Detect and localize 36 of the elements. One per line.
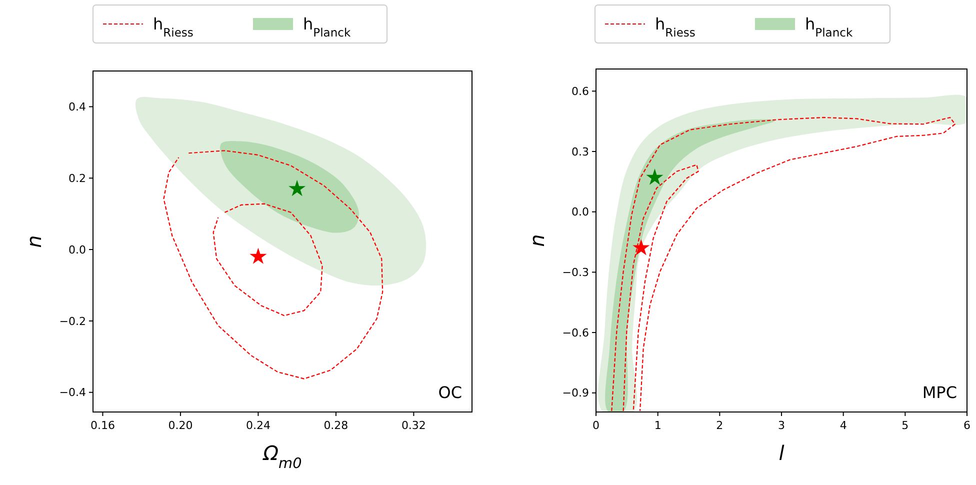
y-tick-label: 0.6 (572, 84, 589, 98)
y-tick-label: −0.4 (59, 386, 86, 400)
y-axis-title: n (22, 235, 46, 248)
y-tick-label: 0.0 (68, 243, 86, 256)
line-series (212, 203, 323, 316)
x-tick-label: 0.24 (246, 419, 270, 432)
line-series (622, 164, 699, 412)
x-tick-label: 0.28 (324, 419, 348, 432)
y-tick-label: 0.2 (68, 172, 86, 185)
y-tick-label: −0.6 (562, 326, 589, 340)
line-series (163, 150, 384, 380)
x-tick-label: 5 (902, 419, 909, 432)
x-tick-label: 0.20 (168, 419, 193, 432)
y-tick-label: 0.3 (572, 145, 589, 158)
x-tick-label: 0.32 (401, 419, 426, 432)
y-axis-title: n (525, 234, 549, 247)
x-tick-label: 1 (654, 419, 662, 432)
legend-label: h$_{Planck}$ (303, 14, 351, 40)
y-tick-label: −0.9 (562, 386, 589, 400)
x-tick-label: 6 (964, 419, 970, 432)
legend-label: h$_{Planck}$ (805, 14, 853, 40)
legend-label: h$_{Riess}$ (153, 14, 194, 40)
x-axis-title: Ω$_{m0}$ (262, 441, 302, 472)
y-tick-label: −0.2 (59, 314, 86, 328)
x-tick-label: 0 (592, 419, 600, 432)
annotation: OC (438, 383, 462, 402)
x-tick-label: 4 (840, 419, 847, 432)
x-tick-label: 2 (716, 419, 724, 432)
x-tick-label: 3 (778, 419, 785, 432)
y-tick-label: 0.0 (572, 206, 589, 219)
y-tick-label: −0.3 (562, 266, 589, 280)
x-axis-title: l (778, 441, 785, 465)
x-tick-label: 0.16 (90, 419, 115, 432)
annotation: MPC (922, 383, 957, 402)
legend-label: h$_{Riess}$ (655, 14, 696, 40)
y-tick-label: 0.4 (68, 100, 86, 114)
